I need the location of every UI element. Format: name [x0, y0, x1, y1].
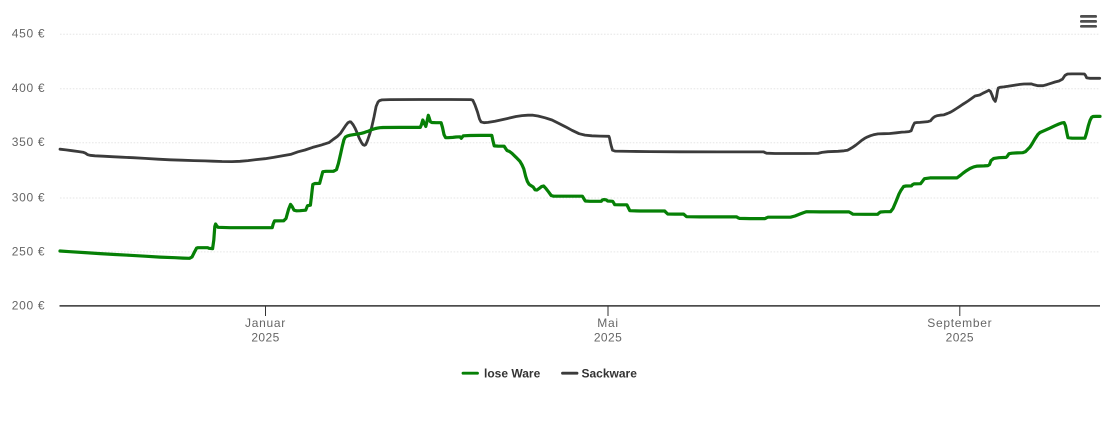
svg-text:September: September — [927, 316, 992, 330]
svg-text:Sackware: Sackware — [582, 367, 638, 381]
svg-text:300 €: 300 € — [12, 190, 46, 204]
svg-text:2025: 2025 — [594, 331, 622, 345]
svg-text:250 €: 250 € — [12, 244, 46, 258]
svg-text:200 €: 200 € — [12, 298, 46, 312]
svg-text:Mai: Mai — [597, 316, 618, 330]
svg-text:lose Ware: lose Ware — [484, 367, 541, 381]
svg-text:2025: 2025 — [251, 331, 279, 345]
svg-text:400 €: 400 € — [12, 81, 46, 95]
svg-text:2025: 2025 — [946, 331, 974, 345]
svg-text:450 €: 450 € — [12, 27, 46, 41]
svg-text:Januar: Januar — [245, 316, 286, 330]
svg-text:350 €: 350 € — [12, 135, 46, 149]
